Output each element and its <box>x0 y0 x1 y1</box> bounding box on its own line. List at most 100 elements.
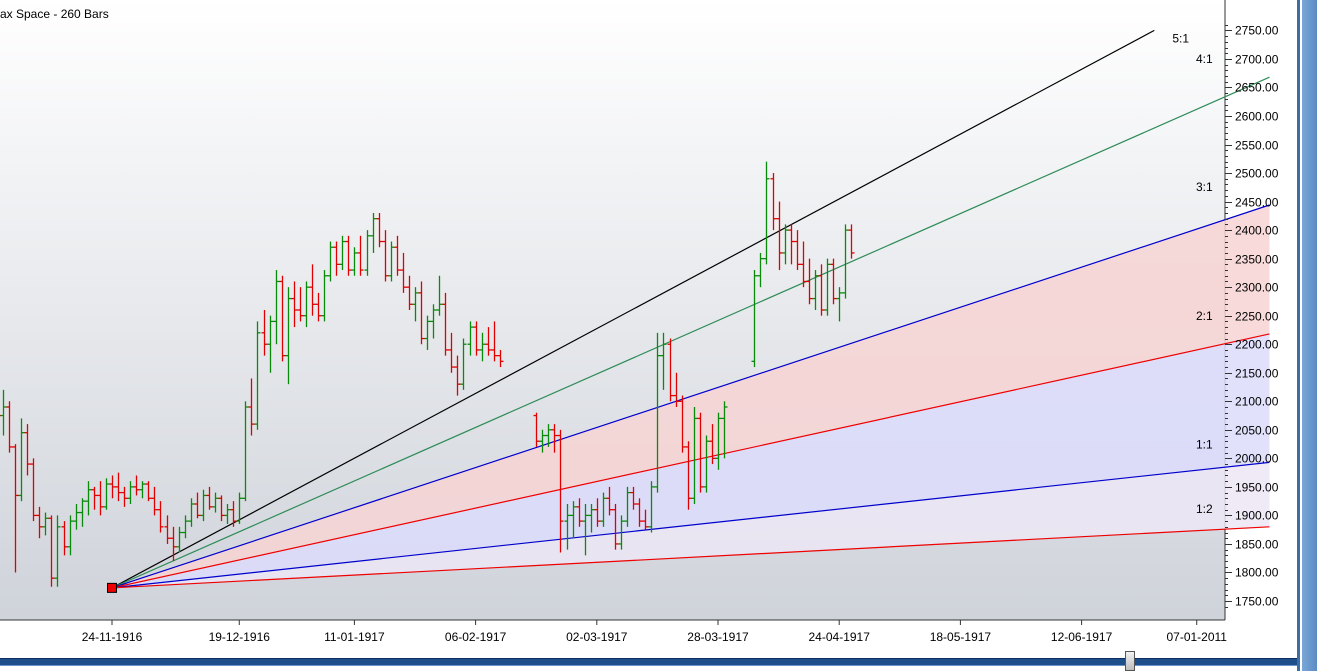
price-bar <box>145 481 152 502</box>
gann-fan-labels: 5:1 4:1 3:1 2:1 1:1 1:2 <box>1172 31 1213 515</box>
fan-label: 2:1 <box>1196 309 1213 323</box>
price-bar <box>79 498 86 527</box>
y-tick-label: 2700.00 <box>1235 53 1279 67</box>
fan-line-1-1[interactable] <box>111 461 1270 589</box>
x-axis-background <box>0 620 1297 649</box>
horizontal-scrollbar[interactable] <box>0 649 1297 671</box>
price-bar <box>667 338 674 402</box>
fan-line-1-2[interactable] <box>111 526 1270 589</box>
price-bar <box>454 355 461 396</box>
price-bar <box>830 258 837 305</box>
price-bar <box>812 270 819 310</box>
fan-line-3-1[interactable] <box>111 204 1270 589</box>
price-bar <box>564 503 571 550</box>
price-bar <box>557 429 564 553</box>
price-bar <box>618 515 625 550</box>
price-bar <box>267 315 274 373</box>
price-bar <box>430 304 437 339</box>
price-bar <box>309 264 316 316</box>
y-tick-label: 2000.00 <box>1235 452 1279 466</box>
price-bar <box>788 224 795 265</box>
y-tick-label: 2750.00 <box>1235 24 1279 38</box>
price-bar <box>12 444 19 573</box>
price-bar <box>400 252 407 293</box>
price-bar <box>715 412 722 470</box>
price-bar <box>279 275 286 362</box>
price-bar <box>491 321 498 362</box>
price-bar <box>170 526 177 562</box>
price-bar <box>182 515 189 539</box>
price-bar <box>67 515 74 556</box>
fan-label: 4:1 <box>1196 52 1213 66</box>
price-bar <box>763 161 770 265</box>
price-bar <box>303 281 310 328</box>
price-bar <box>551 424 558 453</box>
price-bar <box>630 486 637 510</box>
price-bar <box>218 495 225 522</box>
gann-fan[interactable] <box>111 29 1270 589</box>
price-bar <box>73 503 80 530</box>
price-bar <box>376 212 383 248</box>
price-bar <box>691 406 698 504</box>
price-bar <box>624 486 631 527</box>
price-bar <box>285 287 292 385</box>
price-bar <box>42 512 49 536</box>
price-bar <box>291 281 298 328</box>
price-bar <box>479 332 486 362</box>
price-bar <box>654 332 661 493</box>
price-bar <box>370 212 377 253</box>
price-bar <box>97 481 104 516</box>
price-bar <box>533 412 540 447</box>
chart-title: ax Space - 260 Bars <box>0 7 109 21</box>
price-bar <box>418 281 425 345</box>
y-tick-label: 2600.00 <box>1235 110 1279 124</box>
fan-line-4-1[interactable] <box>111 76 1270 589</box>
fan-label: 5:1 <box>1172 31 1189 45</box>
fan-origin-handle[interactable] <box>107 582 117 593</box>
price-bar <box>648 481 655 533</box>
price-bar <box>406 275 413 310</box>
price-bar <box>261 309 268 356</box>
price-bar <box>206 486 213 510</box>
y-tick-label: 2450.00 <box>1235 196 1279 210</box>
price-bar <box>242 401 249 502</box>
price-bar <box>297 287 304 322</box>
price-bar <box>497 349 504 368</box>
y-tick-label: 2350.00 <box>1235 253 1279 267</box>
y-tick-label: 2400.00 <box>1235 224 1279 238</box>
price-bar <box>467 321 474 356</box>
price-bar <box>103 478 110 510</box>
price-bar <box>230 501 237 527</box>
price-bar <box>121 486 128 507</box>
price-bar <box>570 501 577 539</box>
y-tick-label: 2500.00 <box>1235 167 1279 181</box>
x-tick-label: 12-06-1917 <box>1051 630 1113 644</box>
price-bar <box>545 424 552 447</box>
price-bar <box>782 224 789 265</box>
price-bar <box>115 472 122 502</box>
price-bar <box>176 526 183 553</box>
fan-line-5-1[interactable] <box>111 29 1155 589</box>
price-bar <box>485 327 492 356</box>
price-bar <box>54 515 61 587</box>
price-bar <box>770 173 777 231</box>
price-bar <box>697 412 704 493</box>
fan-line-2-1[interactable] <box>111 333 1270 589</box>
price-bar <box>606 486 613 516</box>
y-tick-label: 2250.00 <box>1235 310 1279 324</box>
y-tick-label: 2550.00 <box>1235 139 1279 153</box>
scrollbar-track[interactable] <box>0 658 1297 666</box>
price-bar <box>248 378 255 436</box>
price-bar <box>351 247 358 276</box>
price-bar <box>30 458 37 522</box>
scrollbar-thumb[interactable] <box>1125 651 1135 671</box>
price-bar <box>539 429 546 453</box>
x-axis: 0-191624-11-191619-12-191611-01-191706-0… <box>82 620 1227 644</box>
price-bar <box>751 270 758 368</box>
fan-origin-square[interactable] <box>107 582 117 593</box>
price-chart[interactable]: 5:1 4:1 3:1 2:1 1:1 1:2 2750.00 2700.00 2650.00… <box>0 0 1297 649</box>
price-bar <box>236 492 243 524</box>
price-bar <box>460 338 467 390</box>
x-tick-label: 28-03-1917 <box>687 630 749 644</box>
